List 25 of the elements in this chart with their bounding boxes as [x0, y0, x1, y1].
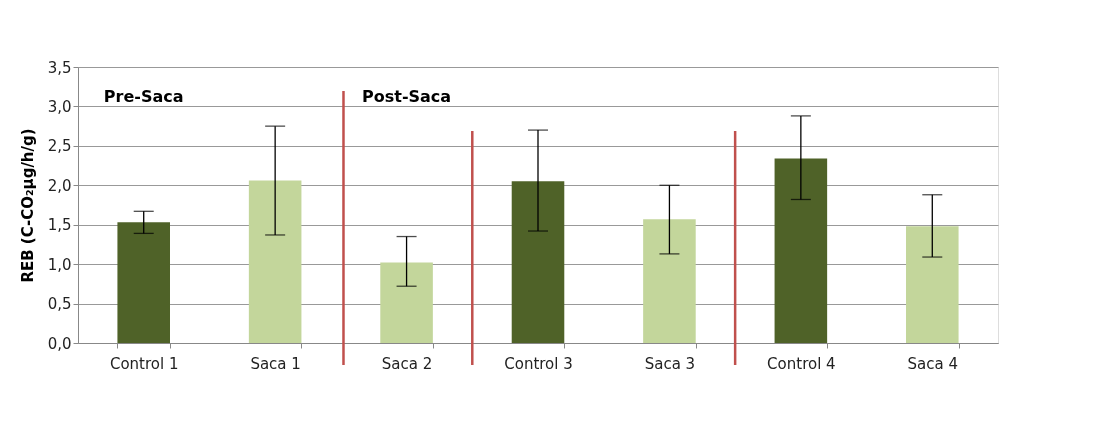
y-axis-title: REB (C-CO₂µg/h/g): [18, 128, 37, 283]
bar: [117, 222, 170, 343]
y-tick-label: 1,0: [47, 255, 72, 274]
bar: [906, 226, 959, 343]
y-tick-label: 1,5: [47, 216, 72, 235]
bar: [643, 219, 696, 343]
y-tick-label: 2,0: [47, 176, 72, 195]
bar: [248, 180, 302, 343]
bar: [380, 262, 433, 343]
y-tick-label: 0,5: [47, 295, 72, 314]
x-tick-label: Saca 3: [644, 354, 696, 373]
y-tick-label: 2,5: [47, 137, 72, 156]
annotation: Pre-Saca: [103, 86, 184, 106]
x-tick-label: Control 1: [109, 354, 179, 373]
y-tick-label: 3,5: [47, 58, 72, 77]
annotation: Post-Saca: [362, 86, 452, 106]
y-tick-label: 3,0: [47, 97, 72, 116]
x-tick-label: Saca 2: [381, 354, 433, 373]
y-tick-label: 0,0: [47, 334, 72, 353]
bar: [774, 158, 828, 343]
x-tick-label: Control 4: [767, 354, 836, 373]
x-tick-label: Saca 1: [250, 354, 301, 373]
x-tick-label: Control 3: [504, 354, 573, 373]
x-tick-label: Saca 4: [907, 354, 959, 373]
bar: [511, 181, 565, 343]
